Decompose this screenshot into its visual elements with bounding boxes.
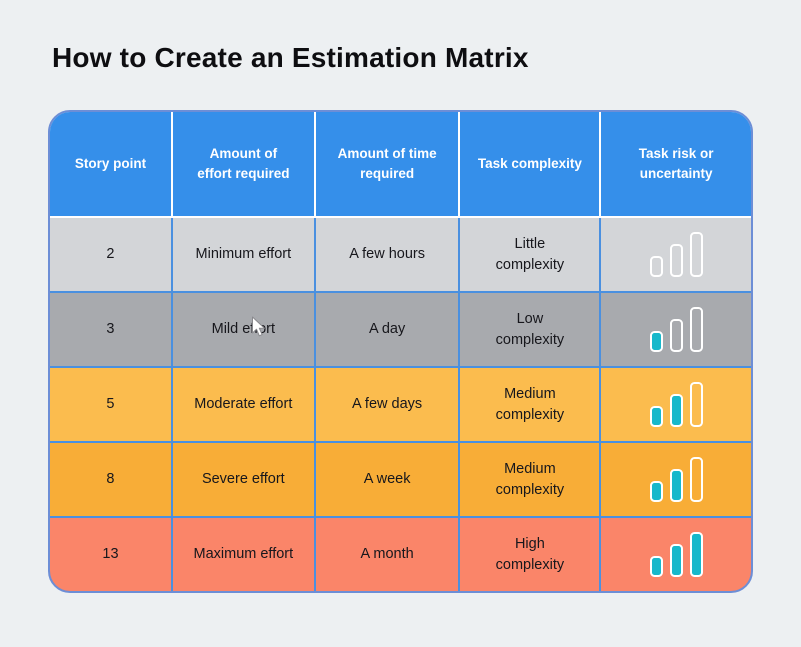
risk-bar-medium-icon xyxy=(669,544,683,577)
risk-bar-small-icon xyxy=(649,556,663,577)
risk-bar-medium-icon xyxy=(669,244,683,277)
cell-risk xyxy=(601,518,751,591)
risk-bar-small-icon xyxy=(649,481,663,502)
risk-bars-icon xyxy=(649,382,703,427)
cell-complexity: Little complexity xyxy=(460,218,600,291)
header-story-point: Story point xyxy=(50,112,171,216)
cell-complexity: Low complexity xyxy=(460,293,600,366)
cell-effort: Minimum effort xyxy=(172,218,314,291)
estimation-matrix-table: Story point Amount of effort required Am… xyxy=(48,110,753,593)
risk-bar-small-icon xyxy=(649,406,663,427)
header-complexity: Task complexity xyxy=(460,112,600,216)
header-effort: Amount of effort required xyxy=(172,112,314,216)
page-title: How to Create an Estimation Matrix xyxy=(52,42,529,73)
risk-bar-medium-icon xyxy=(669,319,683,352)
risk-bar-large-icon xyxy=(689,307,703,352)
cell-risk xyxy=(601,218,751,291)
header-time: Amount of time required xyxy=(315,112,459,216)
risk-bar-medium-icon xyxy=(669,394,683,427)
table-header-row: Story point Amount of effort required Am… xyxy=(50,112,751,218)
risk-bar-medium-icon xyxy=(669,469,683,502)
cell-effort: Moderate effort xyxy=(172,368,314,441)
risk-bar-large-icon xyxy=(689,232,703,277)
cell-story-point: 3 xyxy=(50,293,171,366)
cell-effort: Maximum effort xyxy=(172,518,314,591)
cell-effort: Severe effort xyxy=(172,443,314,516)
cell-risk xyxy=(601,368,751,441)
risk-bar-large-icon xyxy=(689,382,703,427)
cell-time: A few days xyxy=(315,368,459,441)
cell-time: A week xyxy=(315,443,459,516)
cell-time: A month xyxy=(315,518,459,591)
cell-risk xyxy=(601,443,751,516)
cell-time: A few hours xyxy=(315,218,459,291)
risk-bar-large-icon xyxy=(689,532,703,577)
cell-complexity: Medium complexity xyxy=(460,443,600,516)
table-body: 2 Minimum effort A few hours Little comp… xyxy=(50,218,751,591)
cell-story-point: 5 xyxy=(50,368,171,441)
risk-bar-small-icon xyxy=(649,331,663,352)
cell-complexity: Medium complexity xyxy=(460,368,600,441)
risk-bars-icon xyxy=(649,232,703,277)
cell-risk xyxy=(601,293,751,366)
risk-bars-icon xyxy=(649,457,703,502)
cell-complexity: High complexity xyxy=(460,518,600,591)
risk-bars-icon xyxy=(649,307,703,352)
cell-story-point: 13 xyxy=(50,518,171,591)
cell-story-point: 8 xyxy=(50,443,171,516)
risk-bars-icon xyxy=(649,532,703,577)
header-risk: Task risk or uncertainty xyxy=(601,112,751,216)
cell-time: A day xyxy=(315,293,459,366)
cell-story-point: 2 xyxy=(50,218,171,291)
risk-bar-small-icon xyxy=(649,256,663,277)
cell-effort: Mild effort xyxy=(172,293,314,366)
risk-bar-large-icon xyxy=(689,457,703,502)
